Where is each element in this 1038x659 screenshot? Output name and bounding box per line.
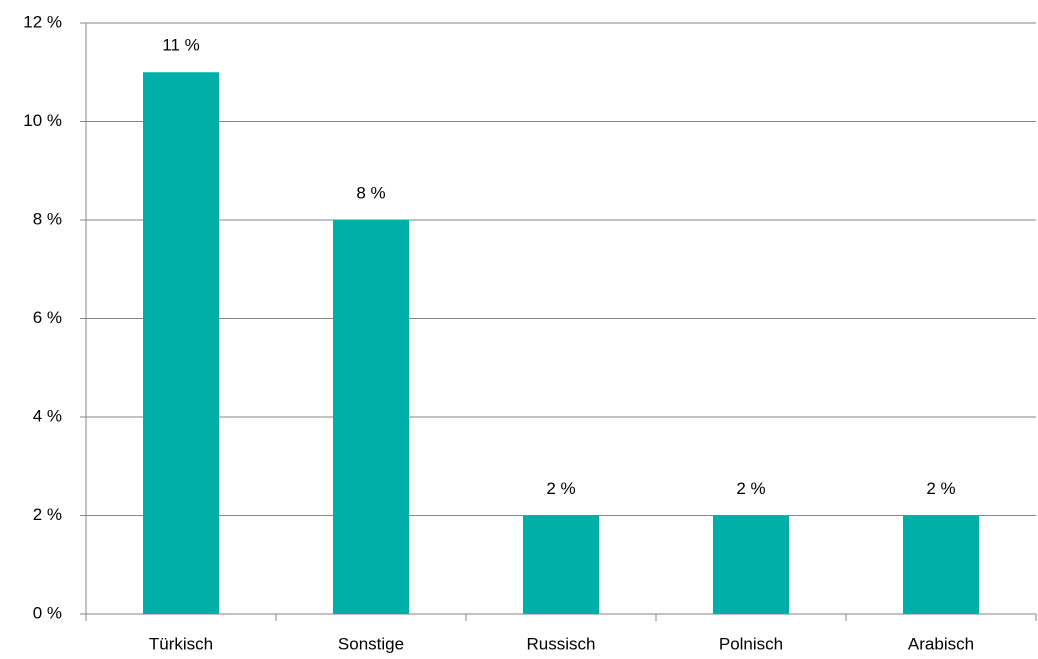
value-label: 8 % <box>356 183 385 202</box>
y-tick-label: 2 % <box>33 505 62 524</box>
value-label: 2 % <box>546 479 575 498</box>
bar <box>903 515 979 614</box>
x-tick-label: Sonstige <box>338 634 404 653</box>
y-tick-label: 10 % <box>23 111 62 130</box>
bar <box>143 72 219 614</box>
y-tick-label: 4 % <box>33 406 62 425</box>
value-label: 2 % <box>736 479 765 498</box>
bar <box>523 515 599 614</box>
x-tick-label: Polnisch <box>719 634 783 653</box>
x-tick-label: Russisch <box>527 634 596 653</box>
bar <box>713 515 789 614</box>
y-tick-label: 0 % <box>33 603 62 622</box>
y-tick-label: 6 % <box>33 308 62 327</box>
bar <box>333 220 409 614</box>
y-tick-label: 8 % <box>33 209 62 228</box>
y-tick-label: 12 % <box>23 12 62 31</box>
x-tick-label: Türkisch <box>149 634 213 653</box>
x-tick-label: Arabisch <box>908 634 974 653</box>
value-label: 2 % <box>926 479 955 498</box>
value-label: 11 % <box>162 36 200 55</box>
